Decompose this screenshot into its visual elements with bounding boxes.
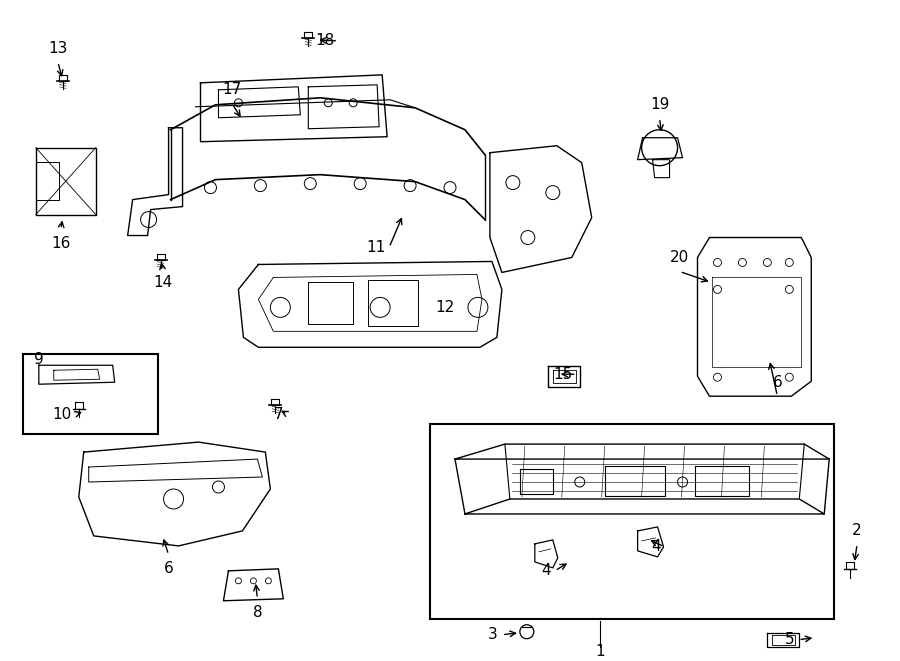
Text: 11: 11 [366, 240, 385, 255]
Bar [22, 354, 158, 434]
Text: 8: 8 [253, 605, 262, 620]
Text: 5: 5 [785, 632, 795, 647]
Text: 12: 12 [436, 300, 454, 315]
Text: 6: 6 [772, 375, 782, 390]
Text: 15: 15 [554, 367, 572, 382]
Text: 3: 3 [488, 627, 498, 642]
Text: 14: 14 [153, 276, 172, 290]
Text: 10: 10 [52, 407, 72, 422]
Text: 20: 20 [670, 251, 689, 266]
Text: 18: 18 [315, 34, 334, 48]
Text: 4: 4 [651, 539, 661, 555]
Text: 17: 17 [221, 82, 241, 97]
Text: 2: 2 [852, 523, 862, 538]
Text: 6: 6 [164, 561, 174, 576]
Text: 19: 19 [650, 97, 670, 112]
Text: 9: 9 [34, 352, 43, 367]
Text: 4: 4 [541, 563, 551, 578]
Text: 1: 1 [595, 644, 605, 659]
Text: 13: 13 [48, 41, 68, 56]
Text: 7: 7 [274, 407, 284, 422]
Bar [430, 424, 834, 619]
Text: 16: 16 [51, 235, 70, 251]
